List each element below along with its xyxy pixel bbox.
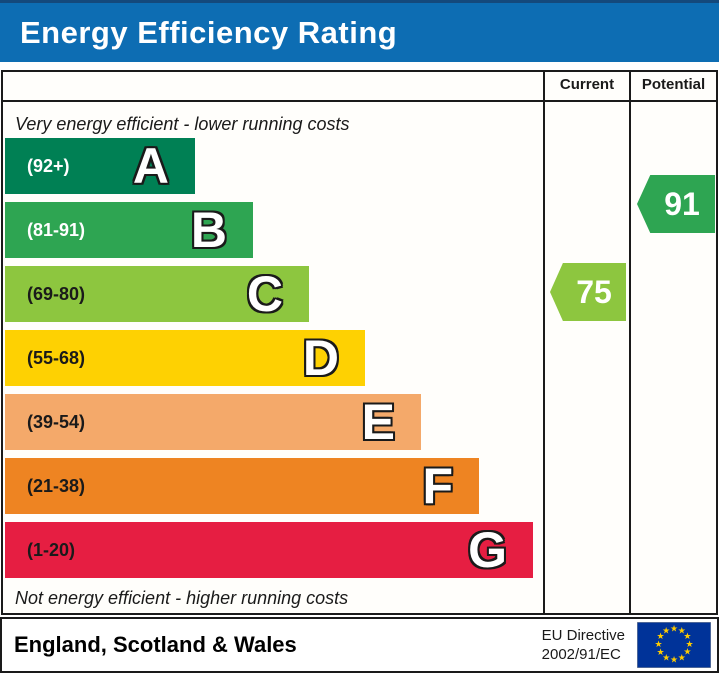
band-B: (81-91) B bbox=[5, 202, 253, 258]
chart-header-cell bbox=[3, 72, 543, 100]
svg-text:★: ★ bbox=[670, 656, 678, 666]
caption-very-efficient: Very energy efficient - lower running co… bbox=[15, 114, 350, 134]
band-letter: D bbox=[302, 330, 339, 386]
page-title: Energy Efficiency Rating bbox=[20, 14, 398, 50]
potential-rating-arrow: 91 bbox=[637, 175, 715, 233]
band-range: (39-54) bbox=[27, 411, 86, 432]
svg-text:★: ★ bbox=[683, 648, 691, 658]
caption-not-efficient: Not energy efficient - higher running co… bbox=[15, 588, 349, 608]
svg-text:★: ★ bbox=[685, 640, 693, 650]
svg-text:★: ★ bbox=[662, 653, 670, 663]
band-E: (39-54) E bbox=[5, 394, 421, 450]
eu-directive-line2: 2002/91/EC bbox=[541, 646, 621, 663]
band-letter: B bbox=[190, 202, 227, 258]
band-A: (92+) A bbox=[5, 138, 195, 194]
current-rating-cell: 75 bbox=[543, 102, 629, 613]
footer-right: EU Directive 2002/91/EC ★ ★ ★ ★ ★ ★ ★ ★ ★ ★ ★ ★ bbox=[542, 622, 711, 668]
table-header-row: Current Potential bbox=[3, 72, 716, 102]
band-C: (69-80) C bbox=[5, 266, 309, 322]
band-range: (92+) bbox=[27, 155, 70, 176]
svg-text:★: ★ bbox=[657, 648, 665, 658]
eu-directive-line1: EU Directive bbox=[541, 627, 625, 644]
band-range: (69-80) bbox=[27, 283, 86, 304]
band-range: (21-38) bbox=[27, 475, 86, 496]
band-letter: C bbox=[246, 266, 283, 322]
svg-text:★: ★ bbox=[657, 632, 665, 642]
rating-table: Current Potential Very energy efficient … bbox=[1, 70, 718, 615]
band-D: (55-68) D bbox=[5, 330, 365, 386]
svg-text:★: ★ bbox=[654, 640, 662, 650]
eu-flag-stars: ★ ★★★★★★★★★★★ bbox=[654, 625, 693, 666]
footer-bar: England, Scotland & Wales EU Directive 2… bbox=[0, 617, 719, 673]
potential-column-header: Potential bbox=[629, 72, 716, 100]
svg-text:★: ★ bbox=[662, 627, 670, 637]
title-bar: Energy Efficiency Rating bbox=[0, 0, 719, 62]
svg-text:★: ★ bbox=[678, 627, 686, 637]
svg-text:★: ★ bbox=[678, 653, 686, 663]
band-letter: F bbox=[422, 458, 453, 514]
eu-directive-label: EU Directive 2002/91/EC bbox=[542, 626, 625, 664]
region-label: England, Scotland & Wales bbox=[14, 632, 297, 657]
table-body-row: Very energy efficient - lower running co… bbox=[3, 102, 716, 613]
band-range: (81-91) bbox=[27, 219, 86, 240]
current-rating-arrow: 75 bbox=[550, 263, 626, 321]
band-range: (55-68) bbox=[27, 347, 86, 368]
eu-flag-icon: ★ ★★★★★★★★★★★ bbox=[637, 622, 711, 668]
svg-text:★: ★ bbox=[670, 625, 678, 635]
svg-text:★: ★ bbox=[683, 632, 691, 642]
eu-flag-field bbox=[637, 622, 711, 668]
band-letter: G bbox=[468, 522, 507, 578]
band-range: (1-20) bbox=[27, 539, 76, 560]
potential-rating-cell: 91 bbox=[629, 102, 716, 613]
bands-chart-cell: Very energy efficient - lower running co… bbox=[3, 102, 543, 613]
bands: (92+) A (81-91) B (69-80) C (55-68) D (3… bbox=[3, 138, 543, 578]
band-letter: A bbox=[132, 138, 169, 194]
current-column-header: Current bbox=[543, 72, 629, 100]
band-F: (21-38) F bbox=[5, 458, 479, 514]
band-G: (1-20) G bbox=[5, 522, 533, 578]
band-letter: E bbox=[361, 394, 395, 450]
